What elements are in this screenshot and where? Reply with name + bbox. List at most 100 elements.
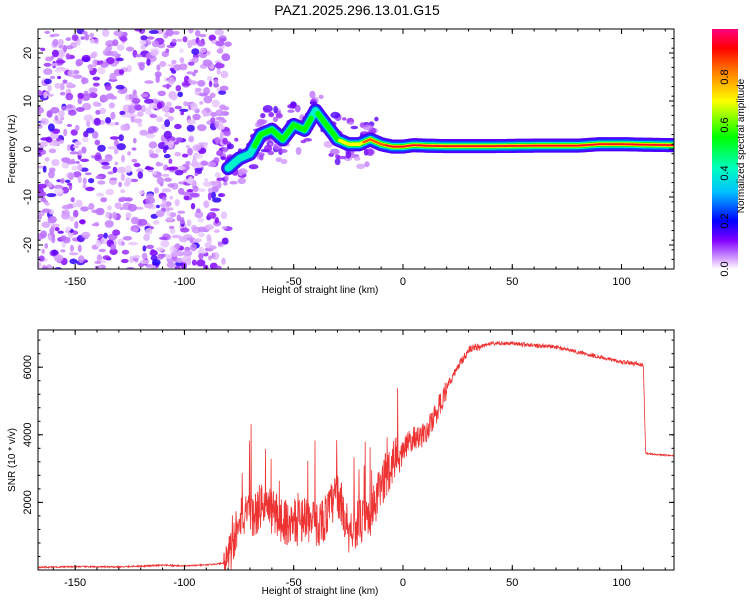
noise-blob <box>44 202 50 206</box>
noise-blob <box>157 142 167 150</box>
noise-blob <box>130 216 139 225</box>
noise-blob <box>221 53 231 62</box>
snr-x-tick-label: 100 <box>612 577 630 589</box>
noise-blob <box>44 243 48 249</box>
noise-blob <box>80 158 90 162</box>
noise-blob <box>59 91 66 96</box>
noise-blob <box>105 84 112 91</box>
noise-blob <box>98 248 107 253</box>
noise-blob <box>213 229 220 233</box>
noise-blob <box>41 221 51 228</box>
snr-marks <box>38 340 674 570</box>
snr-frame <box>37 329 675 571</box>
transition-blob <box>356 163 366 169</box>
transition-blob <box>229 180 238 185</box>
noise-blob <box>168 158 173 164</box>
noise-blob <box>128 106 136 114</box>
noise-blob <box>142 245 147 252</box>
noise-blob <box>174 169 184 176</box>
transition-blob <box>275 157 283 163</box>
transition-blob <box>280 158 288 165</box>
transition-blob <box>374 116 379 122</box>
noise-blob <box>174 265 181 269</box>
noise-blob <box>197 188 206 193</box>
noise-blob <box>48 148 57 154</box>
noise-blob <box>179 57 185 63</box>
noise-blob <box>66 81 74 89</box>
noise-blob <box>97 144 106 152</box>
noise-blob <box>120 189 126 194</box>
noise-blob <box>164 112 170 118</box>
noise-blob <box>185 160 191 166</box>
noise-blob <box>194 172 199 176</box>
noise-blob <box>41 197 46 202</box>
noise-blob <box>222 106 230 111</box>
noise-blob <box>94 139 101 146</box>
noise-blob <box>58 110 65 118</box>
noise-blob <box>91 223 100 227</box>
noise-blob <box>48 234 52 241</box>
noise-blob <box>109 248 118 255</box>
noise-blob <box>109 136 120 140</box>
noise-blob <box>88 178 95 184</box>
noise-blob <box>41 208 51 213</box>
noise-blob <box>84 172 92 176</box>
noise-blob <box>173 141 179 145</box>
colorbar-title: Normalized spectral amplitude <box>736 78 747 213</box>
noise-blob <box>157 90 166 97</box>
transition-blob <box>350 125 359 130</box>
noise-blob <box>100 237 109 245</box>
noise-blob <box>191 259 197 266</box>
noise-blob <box>202 181 213 187</box>
noise-blob <box>77 244 82 253</box>
noise-blob <box>121 31 128 37</box>
noise-blob <box>212 197 222 203</box>
noise-blob <box>44 157 50 162</box>
noise-blob <box>65 37 72 41</box>
noise-blob <box>41 266 48 269</box>
noise-blob <box>89 33 95 38</box>
noise-blob <box>191 56 199 64</box>
noise-blob <box>69 252 79 256</box>
snr-x-tick-label: -50 <box>286 577 302 589</box>
transition-blob <box>222 147 228 153</box>
noise-blob <box>179 48 184 53</box>
transition-blob <box>272 116 279 123</box>
noise-blob <box>181 153 189 158</box>
noise-blob <box>214 172 221 178</box>
heatmap-y-tick-label: 20 <box>22 47 34 59</box>
noise-blob <box>95 239 102 248</box>
noise-blob <box>112 39 119 47</box>
snr-x-axis-title: Height of straight line (km) <box>262 586 379 597</box>
noise-blob <box>134 104 142 111</box>
transition-blob <box>309 90 316 99</box>
noise-blob <box>140 104 146 113</box>
noise-blob <box>202 109 207 118</box>
noise-blob <box>66 144 71 152</box>
transition-blob <box>273 105 278 114</box>
noise-blob <box>51 159 60 167</box>
noise-blob <box>77 97 83 105</box>
noise-blob <box>163 130 172 139</box>
noise-blob <box>216 48 224 54</box>
noise-blob <box>217 241 223 246</box>
noise-blob <box>96 192 105 197</box>
noise-blob <box>48 170 55 179</box>
noise-blob <box>167 183 175 188</box>
heatmap-x-tick-label: 0 <box>400 276 406 288</box>
ridge-segment <box>306 115 314 125</box>
noise-blob <box>104 220 114 228</box>
noise-blob <box>186 189 194 193</box>
noise-blob <box>94 38 99 45</box>
noise-blob <box>60 235 67 242</box>
noise-blob <box>207 187 214 194</box>
colorbar-tick-label: 0.6 <box>719 117 731 132</box>
noise-blob <box>156 101 163 110</box>
noise-blob <box>86 120 91 128</box>
noise-blob <box>158 236 168 240</box>
noise-blob <box>213 157 220 164</box>
noise-blob <box>39 191 47 197</box>
noise-blob <box>81 231 91 239</box>
noise-blob <box>192 238 203 243</box>
